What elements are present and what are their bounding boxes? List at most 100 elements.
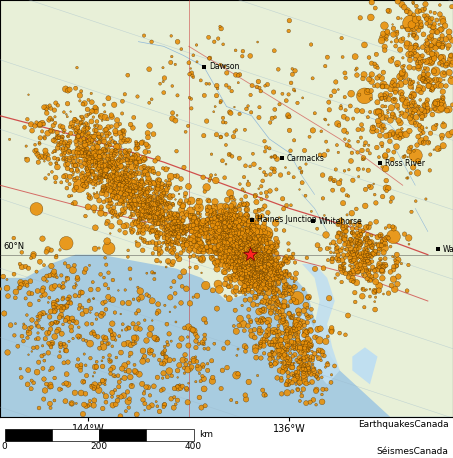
Point <box>108 178 116 185</box>
Point <box>368 258 376 265</box>
Point <box>71 199 78 207</box>
Point <box>262 250 269 257</box>
Point <box>236 272 243 279</box>
Point <box>357 240 364 247</box>
Point <box>251 245 258 253</box>
Point <box>111 101 118 109</box>
Point <box>72 400 80 407</box>
Point <box>62 145 69 153</box>
Point <box>60 283 67 290</box>
Point <box>297 323 304 331</box>
Point <box>273 186 280 193</box>
Point <box>36 258 43 265</box>
Point <box>144 207 151 214</box>
Point <box>76 97 83 104</box>
Point <box>216 226 223 234</box>
Point <box>113 354 120 361</box>
Point <box>179 242 186 249</box>
Point <box>245 244 252 251</box>
Point <box>429 52 437 59</box>
Point <box>448 77 453 84</box>
Point <box>254 38 261 46</box>
Point <box>106 162 113 169</box>
Point <box>353 224 360 232</box>
Point <box>353 251 360 258</box>
Point <box>244 260 251 267</box>
Point <box>171 244 178 251</box>
Point <box>235 250 242 257</box>
Point <box>28 348 35 355</box>
Point <box>227 278 234 285</box>
Point <box>231 262 238 270</box>
Point <box>23 142 30 150</box>
Point <box>89 154 96 161</box>
Point <box>170 220 177 227</box>
Point <box>225 283 232 290</box>
Point <box>178 224 185 231</box>
Point <box>236 223 243 230</box>
Point <box>278 348 285 355</box>
Point <box>217 226 224 233</box>
Point <box>253 266 260 273</box>
Point <box>36 139 43 146</box>
Point <box>141 209 148 216</box>
Point <box>448 73 453 81</box>
Point <box>396 108 403 115</box>
Point <box>74 146 81 153</box>
Point <box>270 350 278 358</box>
Point <box>102 191 110 198</box>
Point <box>112 146 119 153</box>
Point <box>189 222 197 229</box>
Point <box>268 165 275 172</box>
Point <box>162 353 169 360</box>
Point <box>162 207 169 215</box>
Point <box>49 128 56 135</box>
Point <box>385 131 392 139</box>
Point <box>259 274 266 281</box>
Point <box>45 155 52 163</box>
Point <box>269 349 276 356</box>
Point <box>280 312 287 320</box>
Point <box>75 144 82 151</box>
Point <box>291 351 299 359</box>
Point <box>329 255 336 262</box>
Point <box>30 379 37 387</box>
Point <box>226 274 234 282</box>
Point <box>349 277 357 284</box>
Point <box>46 114 53 122</box>
Point <box>116 200 123 207</box>
Point <box>275 300 282 307</box>
Point <box>248 241 255 249</box>
Point <box>211 214 218 222</box>
Point <box>289 379 296 386</box>
Point <box>426 33 433 41</box>
Point <box>137 216 144 224</box>
Point <box>238 249 245 256</box>
Point <box>134 284 141 291</box>
Point <box>261 271 268 278</box>
Point <box>313 373 320 380</box>
Point <box>251 334 258 341</box>
Point <box>129 221 136 228</box>
Point <box>85 151 92 158</box>
Point <box>142 202 149 209</box>
Point <box>128 168 135 175</box>
Point <box>54 102 62 109</box>
Point <box>249 252 256 259</box>
Point <box>291 87 299 95</box>
Point <box>240 321 247 328</box>
Point <box>125 247 132 254</box>
Point <box>82 337 90 344</box>
Point <box>92 162 99 169</box>
Point <box>127 187 135 195</box>
Point <box>248 245 255 253</box>
Point <box>354 267 361 274</box>
Point <box>87 133 94 141</box>
Point <box>149 317 156 324</box>
Point <box>407 82 414 90</box>
Point <box>190 357 198 365</box>
Point <box>418 131 425 138</box>
Point <box>448 52 453 59</box>
Point <box>284 344 292 351</box>
Point <box>93 159 101 166</box>
